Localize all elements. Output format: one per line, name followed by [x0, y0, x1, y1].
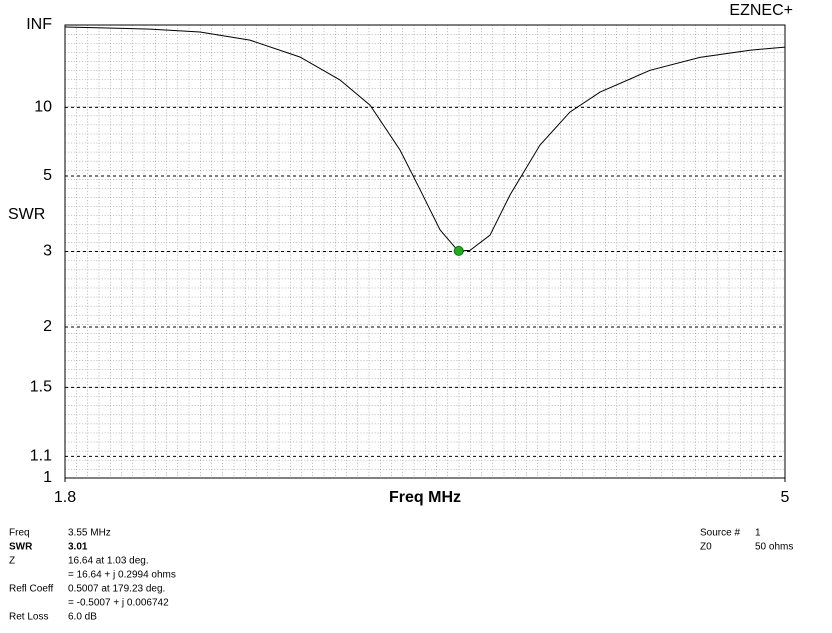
x-tick-label: 5 [781, 489, 790, 506]
info-value: 16.64 at 1.03 deg. [68, 556, 149, 567]
y-tick-label: 2 [43, 318, 52, 335]
info-label: Refl Coeff [9, 584, 54, 595]
info-label: Z [9, 556, 15, 567]
info-value: 3.55 MHz [68, 528, 111, 539]
y-tick-label: 1 [43, 469, 52, 486]
y-tick-label: INF [26, 16, 52, 33]
info-value: 0.5007 at 179.23 deg. [68, 584, 165, 595]
info-value: = 16.64 + j 0.2994 ohms [68, 570, 176, 581]
y-tick-label: 5 [43, 167, 52, 184]
y-tick-label: 3 [43, 243, 52, 260]
y-axis-label: SWR [8, 206, 45, 223]
x-tick-label: 1.8 [54, 489, 76, 506]
x-axis-label: Freq MHz [389, 489, 461, 506]
y-tick-label: 10 [34, 99, 52, 116]
cursor-marker [453, 245, 464, 256]
info-label: Source # [700, 528, 740, 539]
info-value: 6.0 dB [68, 612, 97, 623]
info-value: 50 ohms [755, 542, 793, 553]
y-tick-label: 1.1 [30, 448, 52, 465]
info-label: Ret Loss [9, 612, 48, 623]
info-label: Freq [9, 528, 30, 539]
info-value: 1 [755, 528, 761, 539]
chart-title: EZNEC+ [729, 2, 793, 19]
y-tick-label: 1.5 [30, 379, 52, 396]
plot-frame [64, 24, 786, 479]
info-value: 3.01 [68, 542, 88, 553]
info-value: = -0.5007 + j 0.006742 [68, 598, 169, 609]
info-label: Z0 [700, 542, 712, 553]
info-label: SWR [9, 542, 33, 553]
